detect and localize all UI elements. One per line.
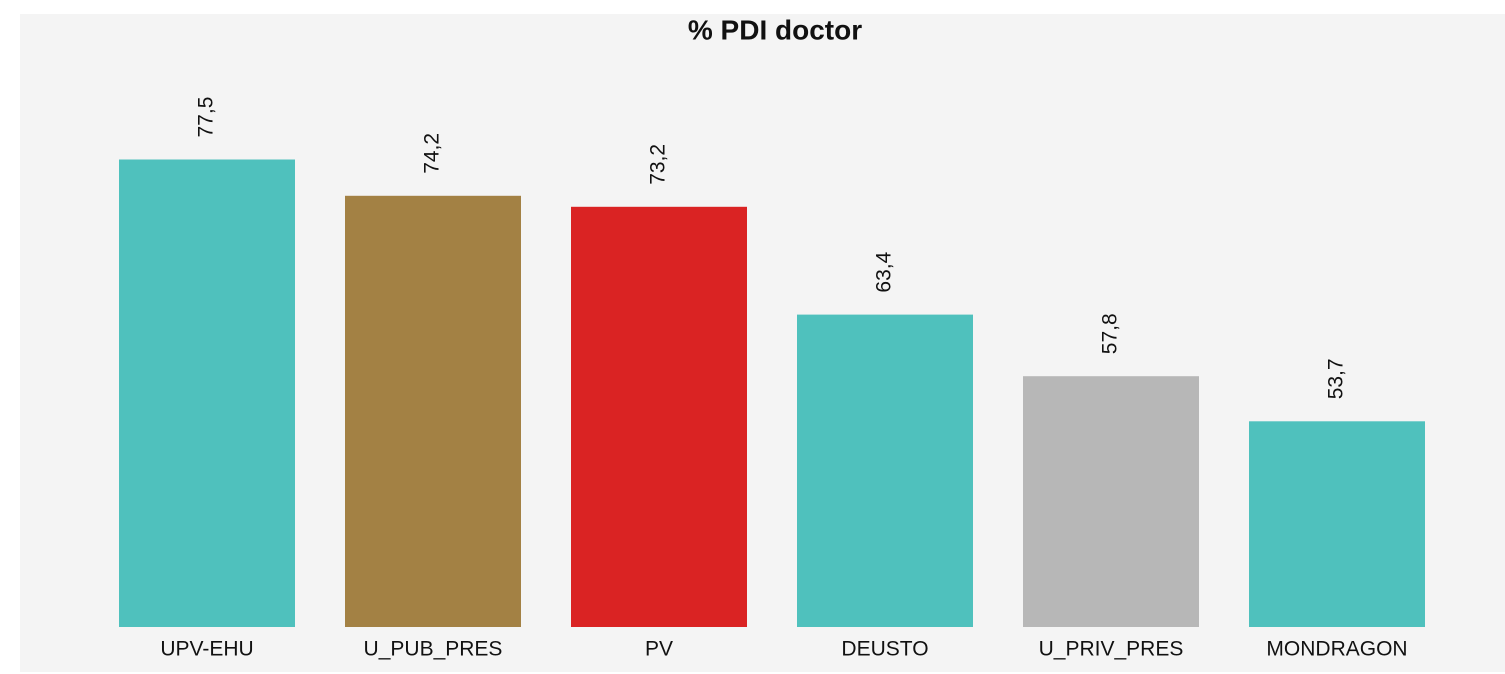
x-tick-label: PV [645,638,673,661]
value-label: 57,8 [1099,313,1122,354]
bar [571,206,747,628]
chart-title: % PDI doctor [688,14,862,45]
bar [797,314,973,627]
value-label: 77,5 [195,97,218,138]
x-tick-label: UPV-EHU [160,638,253,661]
bar [1249,421,1425,627]
x-tick-label: MONDRAGON [1266,638,1407,661]
value-label: 53,7 [1325,358,1348,399]
bar [119,159,295,627]
value-label: 73,2 [647,144,670,185]
value-label: 74,2 [421,133,444,174]
x-tick-label: DEUSTO [841,638,928,661]
bar [345,195,521,628]
x-tick-label: U_PRIV_PRES [1039,638,1184,661]
value-label: 63,4 [873,251,896,292]
bar [1023,376,1199,627]
x-tick-label: U_PUB_PRES [364,638,503,661]
